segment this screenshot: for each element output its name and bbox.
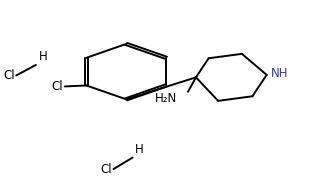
Text: NH: NH bbox=[271, 67, 288, 80]
Text: Cl: Cl bbox=[100, 163, 112, 176]
Text: H: H bbox=[38, 50, 47, 63]
Text: Cl: Cl bbox=[3, 69, 15, 82]
Text: H: H bbox=[135, 143, 144, 156]
Text: H₂N: H₂N bbox=[155, 92, 177, 105]
Text: Cl: Cl bbox=[52, 80, 63, 93]
